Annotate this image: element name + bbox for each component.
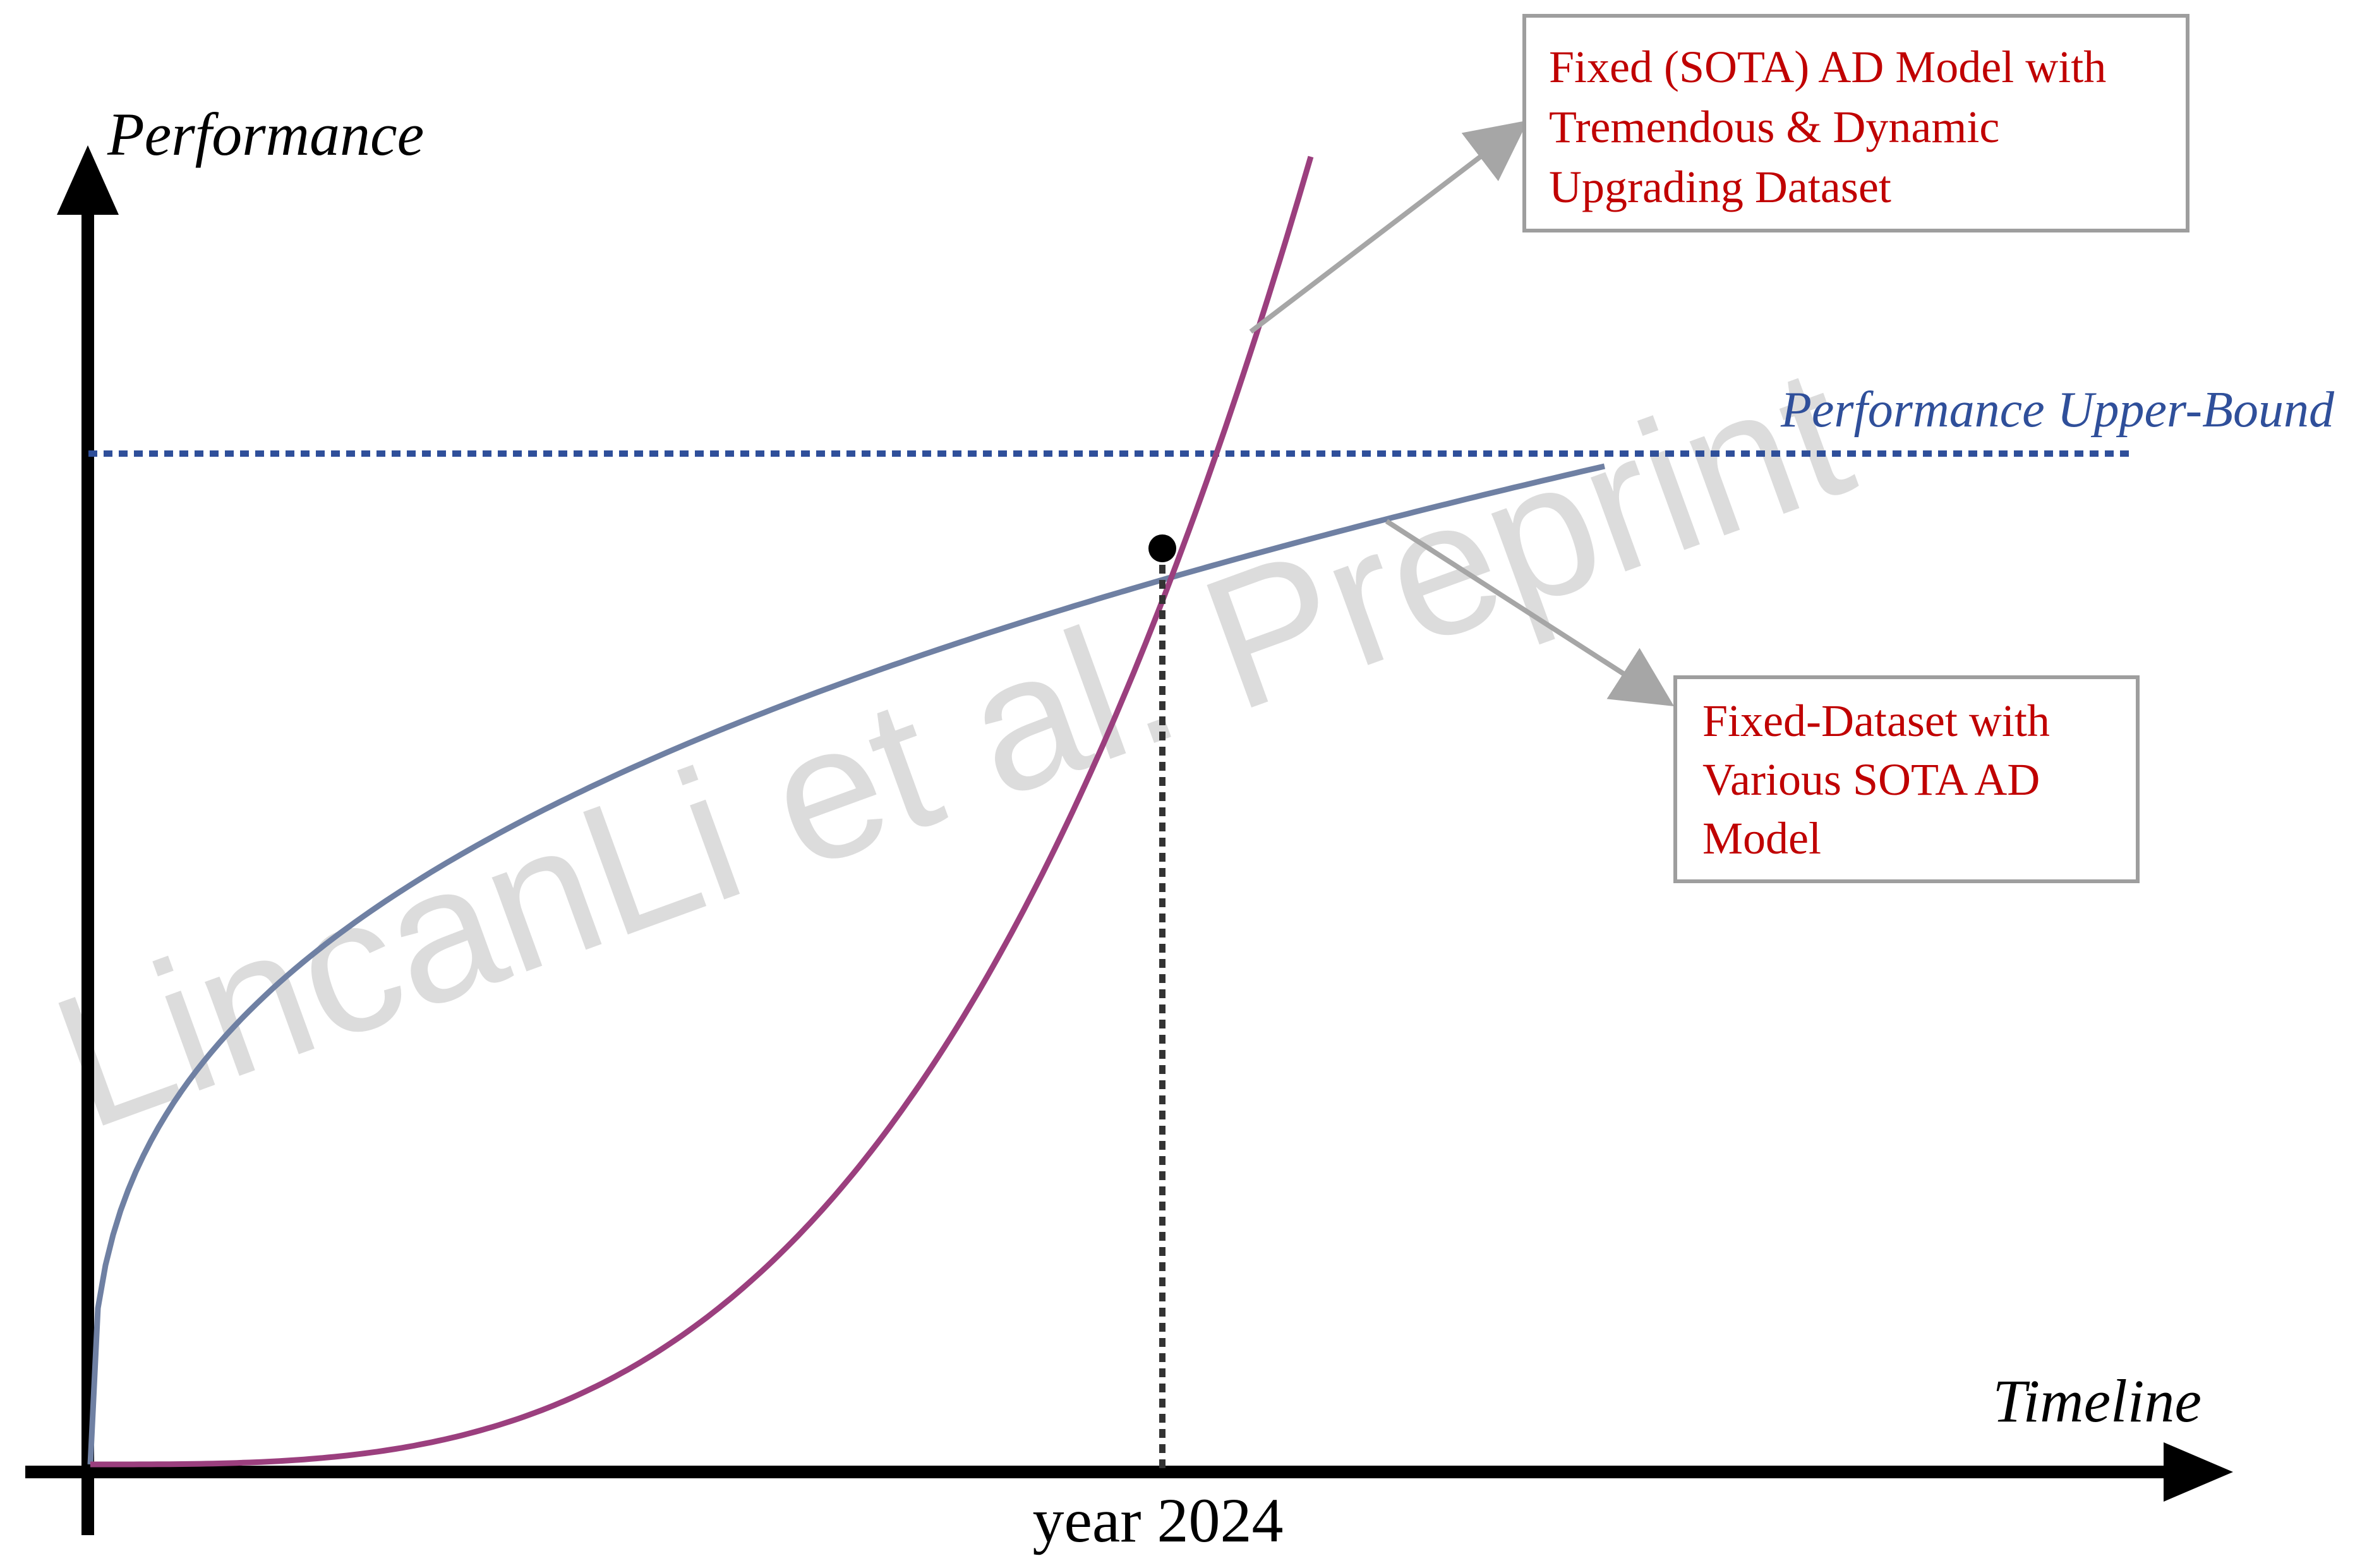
bottom-callout-text: Fixed-Dataset with Various SOTA AD Model bbox=[1702, 696, 2061, 864]
x-marker-label: year 2024 bbox=[1032, 1485, 1283, 1555]
top-callout-line-3: Upgrading Dataset bbox=[1549, 162, 1891, 212]
top-callout-box bbox=[1522, 14, 2189, 232]
bottom-callout-box bbox=[1673, 675, 2140, 883]
x-axis-label: Timeline bbox=[1992, 1367, 2201, 1435]
fixed-dataset-curve bbox=[87, 463, 1606, 1465]
y-axis-arrowhead bbox=[57, 145, 119, 215]
intersection-dot bbox=[1148, 534, 1176, 562]
top-callout-line-2: Tremendous & Dynamic bbox=[1549, 102, 1999, 152]
x-axis-arrowhead bbox=[2164, 1442, 2233, 1502]
bottom-callout-line-1: Fixed-Dataset with bbox=[1702, 696, 2050, 746]
y-axis-label: Performance bbox=[107, 100, 424, 168]
top-callout-line-1: Fixed (SOTA) AD Model with bbox=[1549, 42, 2106, 92]
upper-bound-label: Performance Upper-Bound bbox=[1780, 382, 2335, 438]
bottom-callout-arrow bbox=[1385, 519, 1675, 706]
dynamic-dataset-curve bbox=[90, 155, 1314, 1468]
top-callout-text: Fixed (SOTA) AD Model with Tremendous & … bbox=[1549, 42, 2117, 212]
top-callout-arrow bbox=[1249, 120, 1529, 334]
bottom-callout-line-2: Various SOTA AD bbox=[1702, 754, 2040, 805]
bottom-callout-line-3: Model bbox=[1702, 813, 1821, 864]
